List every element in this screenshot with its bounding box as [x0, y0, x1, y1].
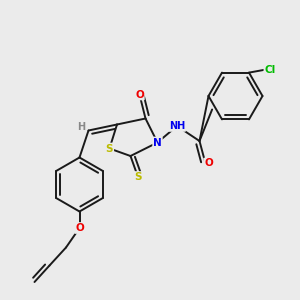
Text: O: O	[75, 223, 84, 233]
Text: O: O	[135, 89, 144, 100]
Text: H: H	[77, 122, 85, 133]
Text: NH: NH	[169, 121, 185, 131]
Text: N: N	[153, 137, 162, 148]
Text: Cl: Cl	[264, 64, 276, 75]
Text: O: O	[204, 158, 213, 169]
Text: S: S	[134, 172, 142, 182]
Text: S: S	[106, 143, 113, 154]
